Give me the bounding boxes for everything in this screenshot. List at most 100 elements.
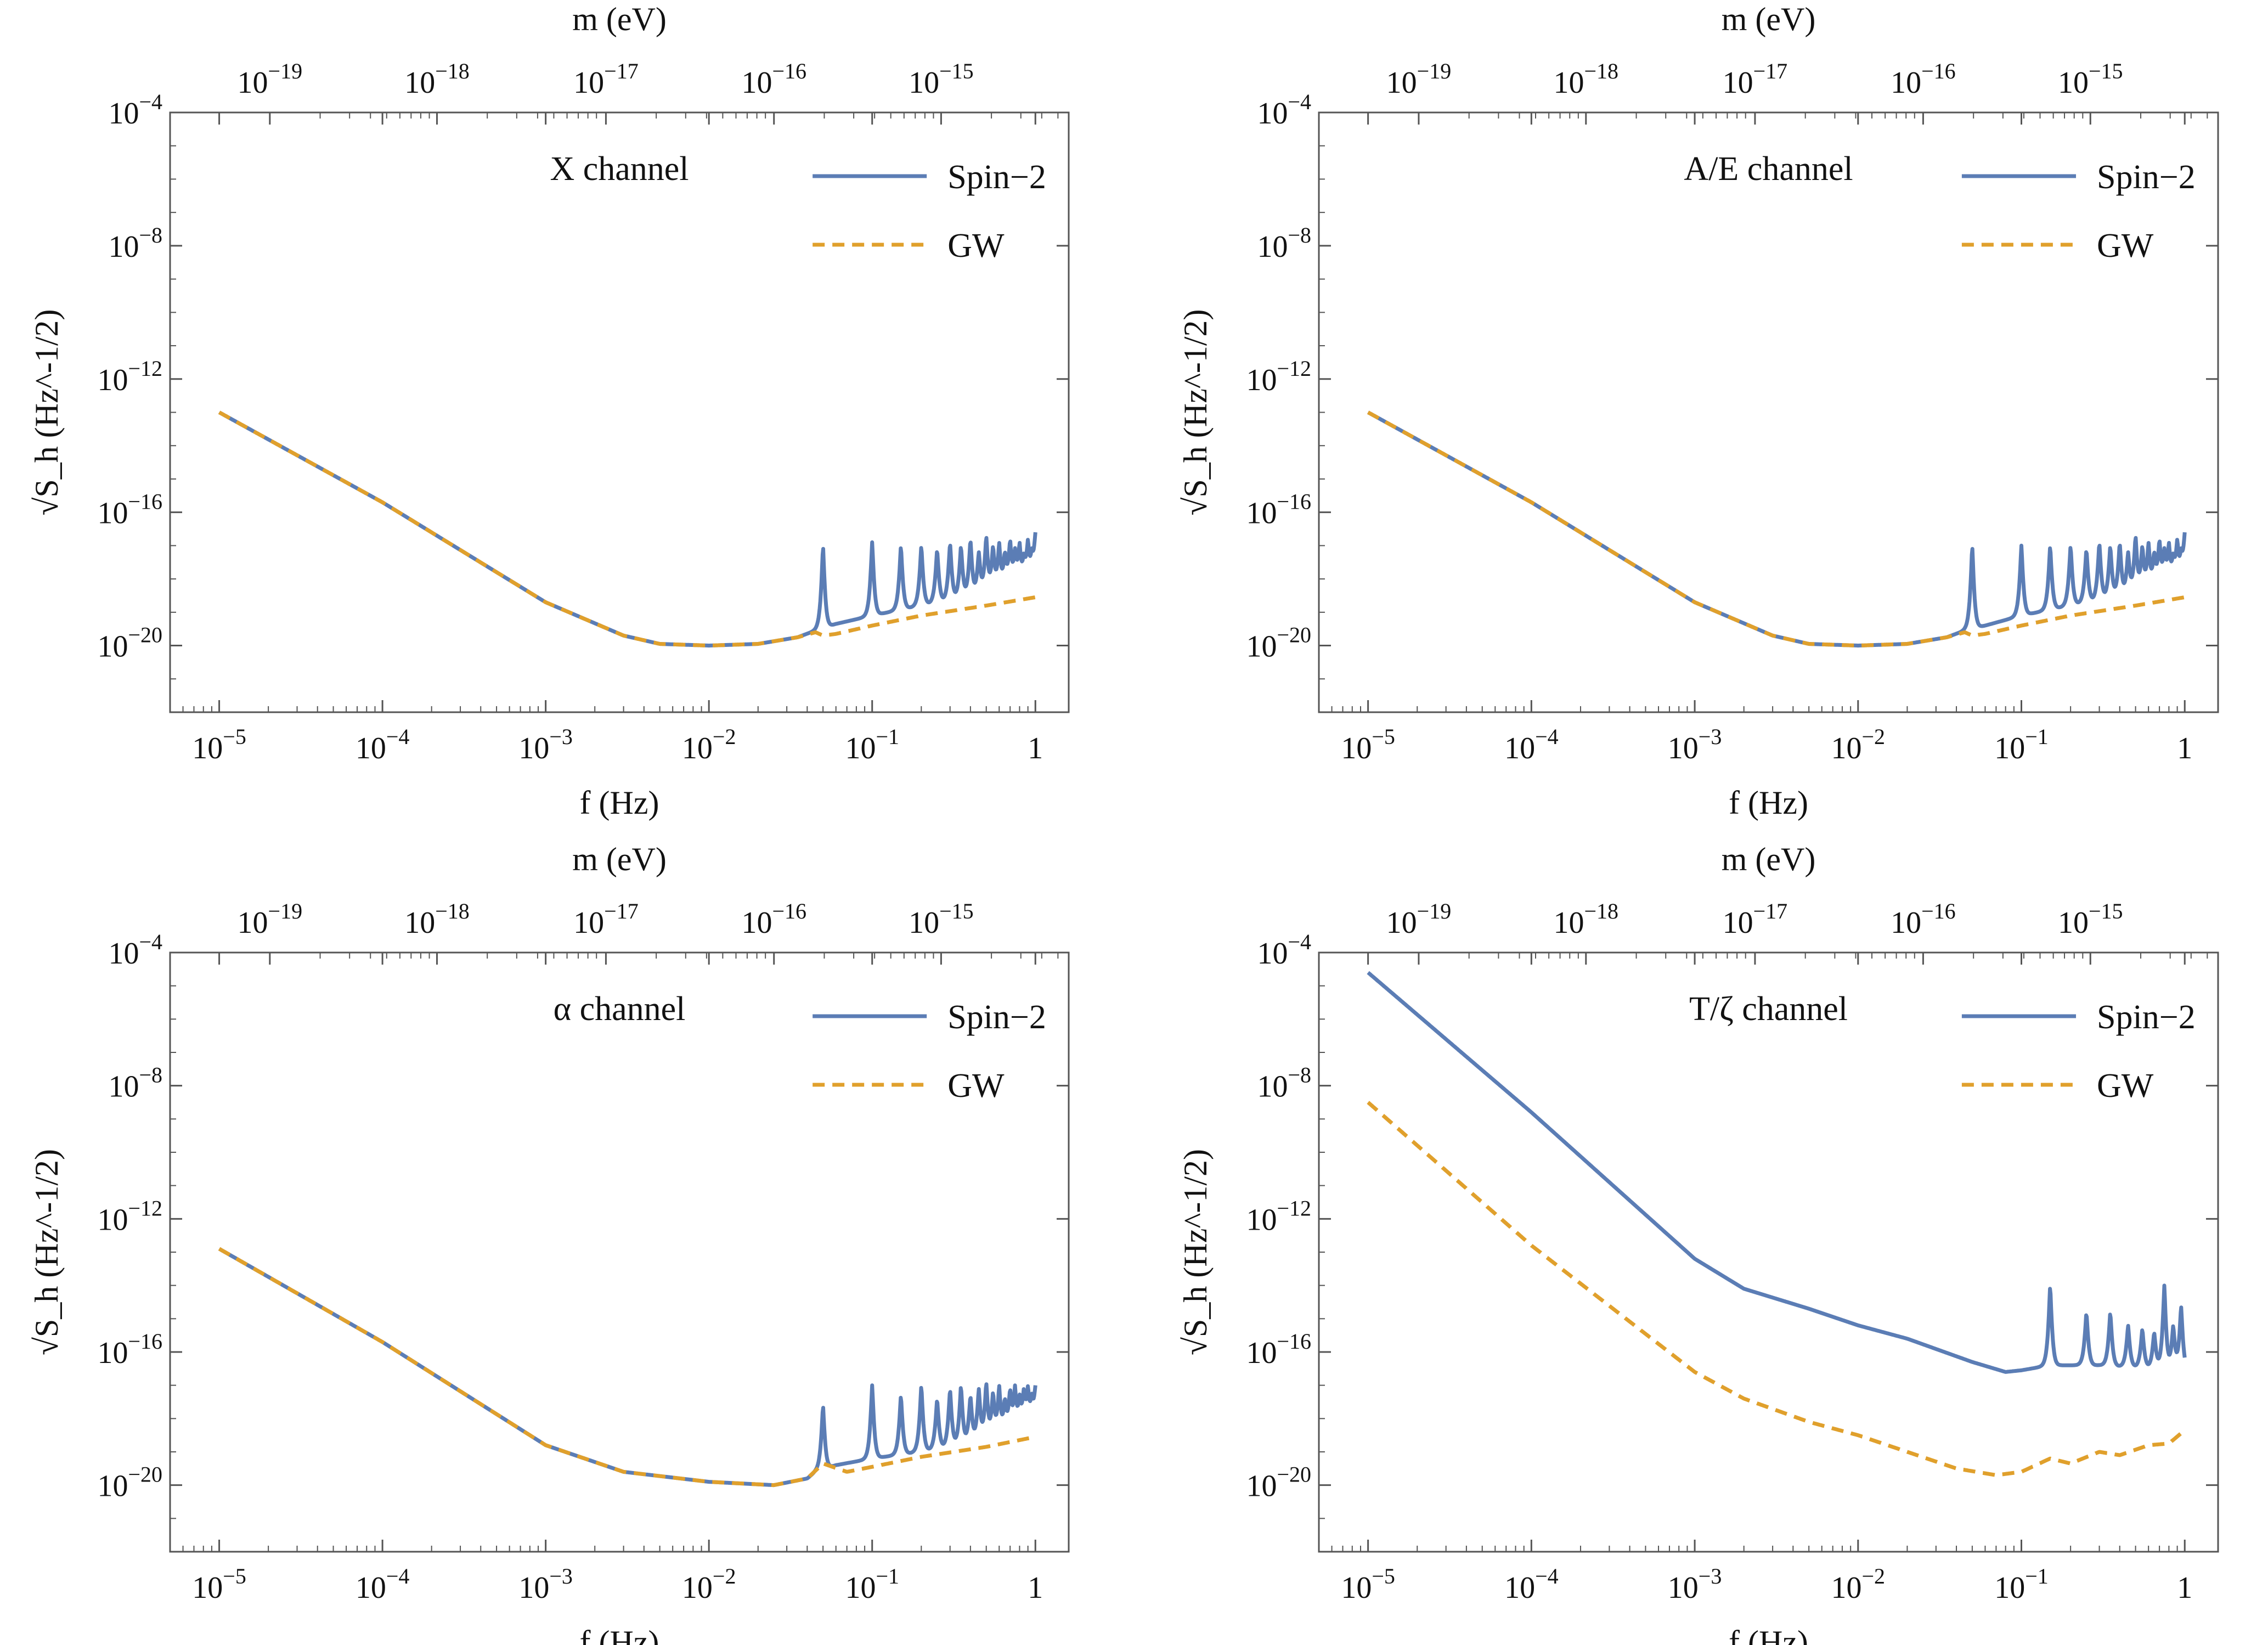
top-tick-label: 10−19 — [1386, 59, 1452, 100]
series-line-spin2 — [218, 410, 1037, 648]
legend-label: GW — [947, 1067, 1005, 1105]
top-tick-label: 10−17 — [1723, 59, 1788, 100]
y-axis-label: √S_h (Hz^-1/2) — [1177, 309, 1214, 515]
x-tick-label: 10−3 — [518, 1564, 573, 1605]
top-tick-label: 10−18 — [1554, 899, 1619, 940]
y-tick-label: 10−16 — [97, 489, 162, 531]
y-axis-label: √S_h (Hz^-1/2) — [29, 1149, 65, 1355]
top-tick-label: 10−19 — [238, 899, 303, 940]
x-tick-label: 10−1 — [845, 724, 899, 765]
series-line-gw — [1367, 1101, 2186, 1477]
y-tick-label: 10−12 — [97, 356, 162, 397]
channel-label: A/E channel — [1684, 150, 1853, 188]
x-axis-label: f (Hz) — [580, 1624, 659, 1645]
top-tick-label: 10−19 — [1386, 899, 1452, 940]
series-line-spin2 — [218, 1247, 1037, 1488]
y-tick-label: 10−8 — [1257, 1063, 1311, 1104]
top-tick-label: 10−16 — [1891, 59, 1956, 100]
series-line-spin2 — [1367, 410, 2187, 648]
y-tick-label: 10−12 — [97, 1196, 162, 1237]
y-tick-label: 10−12 — [1246, 1196, 1311, 1237]
legend-label: GW — [2097, 227, 2154, 264]
x-tick-label: 10−1 — [845, 1564, 899, 1605]
chart-panel-4: 10−5 10−4 10−3 10−2 10−1 1 10−4 10−8 10−12 10−16 1… — [1177, 841, 2219, 1645]
series-line-gw — [218, 410, 1037, 648]
top-tick-label: 10−17 — [573, 59, 639, 100]
y-tick-label: 10−20 — [1246, 623, 1311, 664]
series-line-spin2 — [1367, 971, 2187, 1374]
y-axis-label: √S_h (Hz^-1/2) — [29, 309, 65, 515]
legend-label: Spin−2 — [947, 159, 1046, 196]
x-tick-label: 1 — [2177, 1571, 2192, 1605]
legend-label: Spin−2 — [2097, 999, 2196, 1036]
x-tick-label: 1 — [1028, 731, 1043, 765]
top-tick-label: 10−18 — [404, 899, 470, 940]
x-tick-label: 10−3 — [1668, 1564, 1722, 1605]
top-axis-label: m (eV) — [1722, 1, 1816, 37]
x-tick-label: 10−5 — [192, 724, 246, 765]
x-axis-label: f (Hz) — [580, 785, 659, 821]
chart-panel-2: 10−5 10−4 10−3 10−2 10−1 1 10−4 10−8 10−12 10−16 1… — [1177, 1, 2219, 821]
top-tick-label: 10−17 — [573, 899, 639, 940]
x-tick-label: 10−1 — [1994, 1564, 2049, 1605]
x-tick-label: 1 — [2177, 731, 2192, 765]
x-tick-label: 10−1 — [1994, 724, 2049, 765]
top-axis-label: m (eV) — [572, 1, 667, 37]
channel-label: α channel — [554, 990, 686, 1028]
plot-frame — [169, 111, 1070, 713]
top-tick-label: 10−18 — [404, 59, 470, 100]
x-tick-label: 10−2 — [682, 724, 736, 765]
x-tick-label: 10−2 — [682, 1564, 736, 1605]
y-tick-label: 10−12 — [1246, 356, 1311, 397]
y-tick-label: 10−16 — [97, 1329, 162, 1370]
x-tick-label: 10−4 — [356, 724, 410, 765]
y-axis-label: √S_h (Hz^-1/2) — [1177, 1149, 1214, 1355]
x-tick-label: 10−5 — [192, 1564, 246, 1605]
y-tick-label: 10−8 — [108, 223, 162, 264]
top-tick-label: 10−16 — [741, 899, 806, 940]
channel-label: T/ζ channel — [1689, 990, 1848, 1028]
plot-frame — [1318, 111, 2219, 713]
x-tick-label: 10−3 — [1668, 724, 1722, 765]
y-tick-label: 10−20 — [97, 1462, 162, 1503]
y-tick-label: 10−16 — [1246, 489, 1311, 531]
x-tick-label: 10−4 — [1504, 724, 1559, 765]
y-tick-label: 10−4 — [1257, 929, 1311, 971]
x-tick-label: 10−4 — [356, 1564, 410, 1605]
top-tick-label: 10−19 — [238, 59, 303, 100]
legend-label: Spin−2 — [2097, 159, 2196, 196]
x-tick-label: 10−4 — [1504, 1564, 1559, 1605]
top-tick-label: 10−16 — [741, 59, 806, 100]
top-tick-label: 10−16 — [1891, 899, 1956, 940]
y-tick-label: 10−8 — [1257, 223, 1311, 264]
channel-label: X channel — [550, 150, 689, 188]
y-tick-label: 10−8 — [108, 1063, 162, 1104]
x-tick-label: 10−3 — [518, 724, 573, 765]
x-tick-label: 10−5 — [1341, 724, 1395, 765]
x-axis-label: f (Hz) — [1729, 785, 1808, 821]
y-tick-label: 10−4 — [108, 929, 162, 971]
x-tick-label: 10−2 — [1831, 1564, 1886, 1605]
chart-panel-1: 10−5 10−4 10−3 10−2 10−1 1 10−4 10−8 10−12 10−16 1… — [29, 1, 1070, 821]
chart-panel-3: 10−5 10−4 10−3 10−2 10−1 1 10−4 10−8 10−12 10−16 1… — [29, 841, 1070, 1645]
y-tick-label: 10−16 — [1246, 1329, 1311, 1370]
y-tick-label: 10−20 — [97, 623, 162, 664]
x-tick-label: 10−2 — [1831, 724, 1886, 765]
top-tick-label: 10−15 — [909, 899, 974, 940]
legend-label: GW — [2097, 1067, 2154, 1105]
top-tick-label: 10−18 — [1554, 59, 1619, 100]
legend-label: Spin−2 — [947, 999, 1046, 1036]
plot-frame — [1318, 951, 2219, 1553]
top-tick-label: 10−15 — [909, 59, 974, 100]
y-tick-label: 10−20 — [1246, 1462, 1311, 1503]
top-tick-label: 10−15 — [2058, 59, 2123, 100]
x-axis-label: f (Hz) — [1729, 1624, 1808, 1645]
top-axis-label: m (eV) — [1722, 841, 1816, 877]
top-tick-label: 10−15 — [2058, 899, 2123, 940]
top-tick-label: 10−17 — [1723, 899, 1788, 940]
x-tick-label: 1 — [1028, 1571, 1043, 1605]
top-axis-label: m (eV) — [572, 841, 667, 877]
legend-label: GW — [947, 227, 1005, 264]
y-tick-label: 10−4 — [1257, 89, 1311, 131]
